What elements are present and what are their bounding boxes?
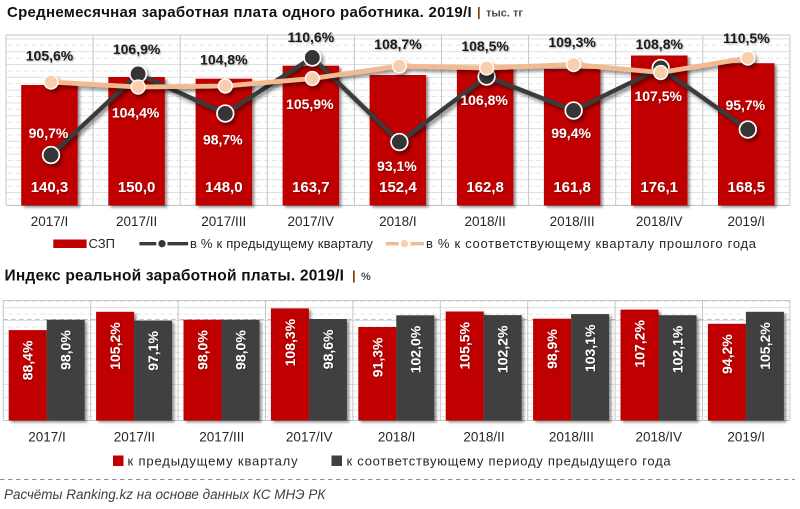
svg-text:%: % bbox=[361, 271, 371, 283]
svg-text:98,0%: 98,0% bbox=[58, 330, 74, 370]
svg-text:110,6%: 110,6% bbox=[287, 29, 334, 45]
svg-text:108,7%: 108,7% bbox=[374, 36, 422, 52]
svg-text:108,3%: 108,3% bbox=[282, 318, 298, 366]
svg-text:98,0%: 98,0% bbox=[233, 330, 249, 370]
svg-text:163,7: 163,7 bbox=[292, 179, 330, 196]
svg-text:97,1%: 97,1% bbox=[145, 331, 161, 371]
svg-text:Расчёты Ranking.kz на основе д: Расчёты Ranking.kz на основе данных КС М… bbox=[4, 487, 326, 502]
svg-text:к соответствующему периоду пре: к соответствующему периоду предыдущего г… bbox=[347, 453, 672, 468]
svg-text:108,8%: 108,8% bbox=[635, 36, 683, 52]
svg-text:2019/I: 2019/I bbox=[727, 430, 765, 445]
svg-text:90,7%: 90,7% bbox=[29, 125, 69, 141]
svg-text:105,9%: 105,9% bbox=[286, 96, 334, 112]
svg-text:2018/II: 2018/II bbox=[464, 214, 505, 229]
svg-text:102,2%: 102,2% bbox=[495, 325, 511, 373]
svg-text:2017/III: 2017/III bbox=[199, 430, 244, 445]
svg-text:2017/I: 2017/I bbox=[28, 430, 66, 445]
svg-text:161,8: 161,8 bbox=[553, 179, 591, 196]
svg-text:106,9%: 106,9% bbox=[113, 41, 161, 57]
svg-text:СЗП: СЗП bbox=[89, 236, 115, 251]
svg-text:2017/IV: 2017/IV bbox=[286, 430, 333, 445]
svg-text:2018/IV: 2018/IV bbox=[636, 430, 683, 445]
svg-text:168,5: 168,5 bbox=[728, 179, 766, 196]
svg-text:140,3: 140,3 bbox=[31, 179, 69, 196]
svg-text:176,1: 176,1 bbox=[640, 179, 678, 196]
svg-text:108,5%: 108,5% bbox=[461, 38, 509, 54]
svg-text:2018/I: 2018/I bbox=[378, 430, 416, 445]
svg-text:105,2%: 105,2% bbox=[757, 322, 773, 370]
svg-text:2017/IV: 2017/IV bbox=[288, 214, 335, 229]
svg-text:98,6%: 98,6% bbox=[320, 329, 336, 369]
svg-text:109,3%: 109,3% bbox=[548, 34, 596, 50]
svg-text:150,0: 150,0 bbox=[118, 179, 156, 196]
svg-text:91,3%: 91,3% bbox=[369, 337, 385, 377]
svg-text:2018/I: 2018/I bbox=[379, 214, 417, 229]
svg-text:|: | bbox=[352, 268, 356, 283]
svg-text:107,2%: 107,2% bbox=[632, 320, 648, 368]
svg-text:2018/III: 2018/III bbox=[550, 214, 595, 229]
svg-text:Среднемесячная заработная плат: Среднемесячная заработная плата одного р… bbox=[7, 4, 472, 21]
svg-text:105,2%: 105,2% bbox=[107, 322, 123, 370]
svg-text:2017/III: 2017/III bbox=[201, 214, 246, 229]
svg-text:2018/II: 2018/II bbox=[463, 430, 504, 445]
svg-text:104,8%: 104,8% bbox=[200, 52, 248, 68]
svg-text:98,7%: 98,7% bbox=[203, 132, 243, 148]
svg-text:105,5%: 105,5% bbox=[457, 321, 473, 369]
svg-text:|: | bbox=[477, 5, 481, 20]
svg-text:107,5%: 107,5% bbox=[634, 88, 682, 104]
svg-text:98,9%: 98,9% bbox=[544, 329, 560, 369]
svg-text:2017/II: 2017/II bbox=[114, 430, 155, 445]
svg-text:2019/I: 2019/I bbox=[728, 214, 766, 229]
svg-text:в % к предыдущему кварталу: в % к предыдущему кварталу bbox=[190, 236, 373, 251]
svg-text:Индекс реальной заработной пла: Индекс реальной заработной платы. 2019/I bbox=[5, 268, 345, 285]
svg-text:95,7%: 95,7% bbox=[725, 97, 765, 113]
svg-text:98,0%: 98,0% bbox=[195, 330, 211, 370]
svg-text:162,8: 162,8 bbox=[466, 179, 504, 196]
svg-text:тыс. тг: тыс. тг bbox=[486, 8, 523, 20]
svg-text:94,2%: 94,2% bbox=[719, 334, 735, 374]
svg-text:99,4%: 99,4% bbox=[551, 125, 591, 141]
svg-text:2018/III: 2018/III bbox=[549, 430, 594, 445]
svg-text:105,6%: 105,6% bbox=[26, 48, 74, 64]
svg-text:102,1%: 102,1% bbox=[670, 325, 686, 373]
svg-text:106,8%: 106,8% bbox=[460, 92, 508, 108]
svg-text:148,0: 148,0 bbox=[205, 179, 243, 196]
svg-text:103,1%: 103,1% bbox=[582, 324, 598, 372]
svg-text:к предыдущему кварталу: к предыдущему кварталу bbox=[128, 453, 299, 468]
svg-text:2017/I: 2017/I bbox=[31, 214, 69, 229]
svg-text:93,1%: 93,1% bbox=[377, 158, 417, 174]
svg-text:102,0%: 102,0% bbox=[407, 325, 423, 373]
svg-text:2017/II: 2017/II bbox=[116, 214, 157, 229]
svg-text:104,4%: 104,4% bbox=[112, 105, 160, 121]
svg-text:2018/IV: 2018/IV bbox=[636, 214, 683, 229]
svg-text:88,4%: 88,4% bbox=[20, 340, 36, 380]
svg-text:152,4: 152,4 bbox=[379, 179, 417, 196]
svg-text:в % к соответствующему квартал: в % к соответствующему кварталу прошлого… bbox=[426, 236, 757, 251]
svg-text:110,5%: 110,5% bbox=[723, 30, 770, 46]
